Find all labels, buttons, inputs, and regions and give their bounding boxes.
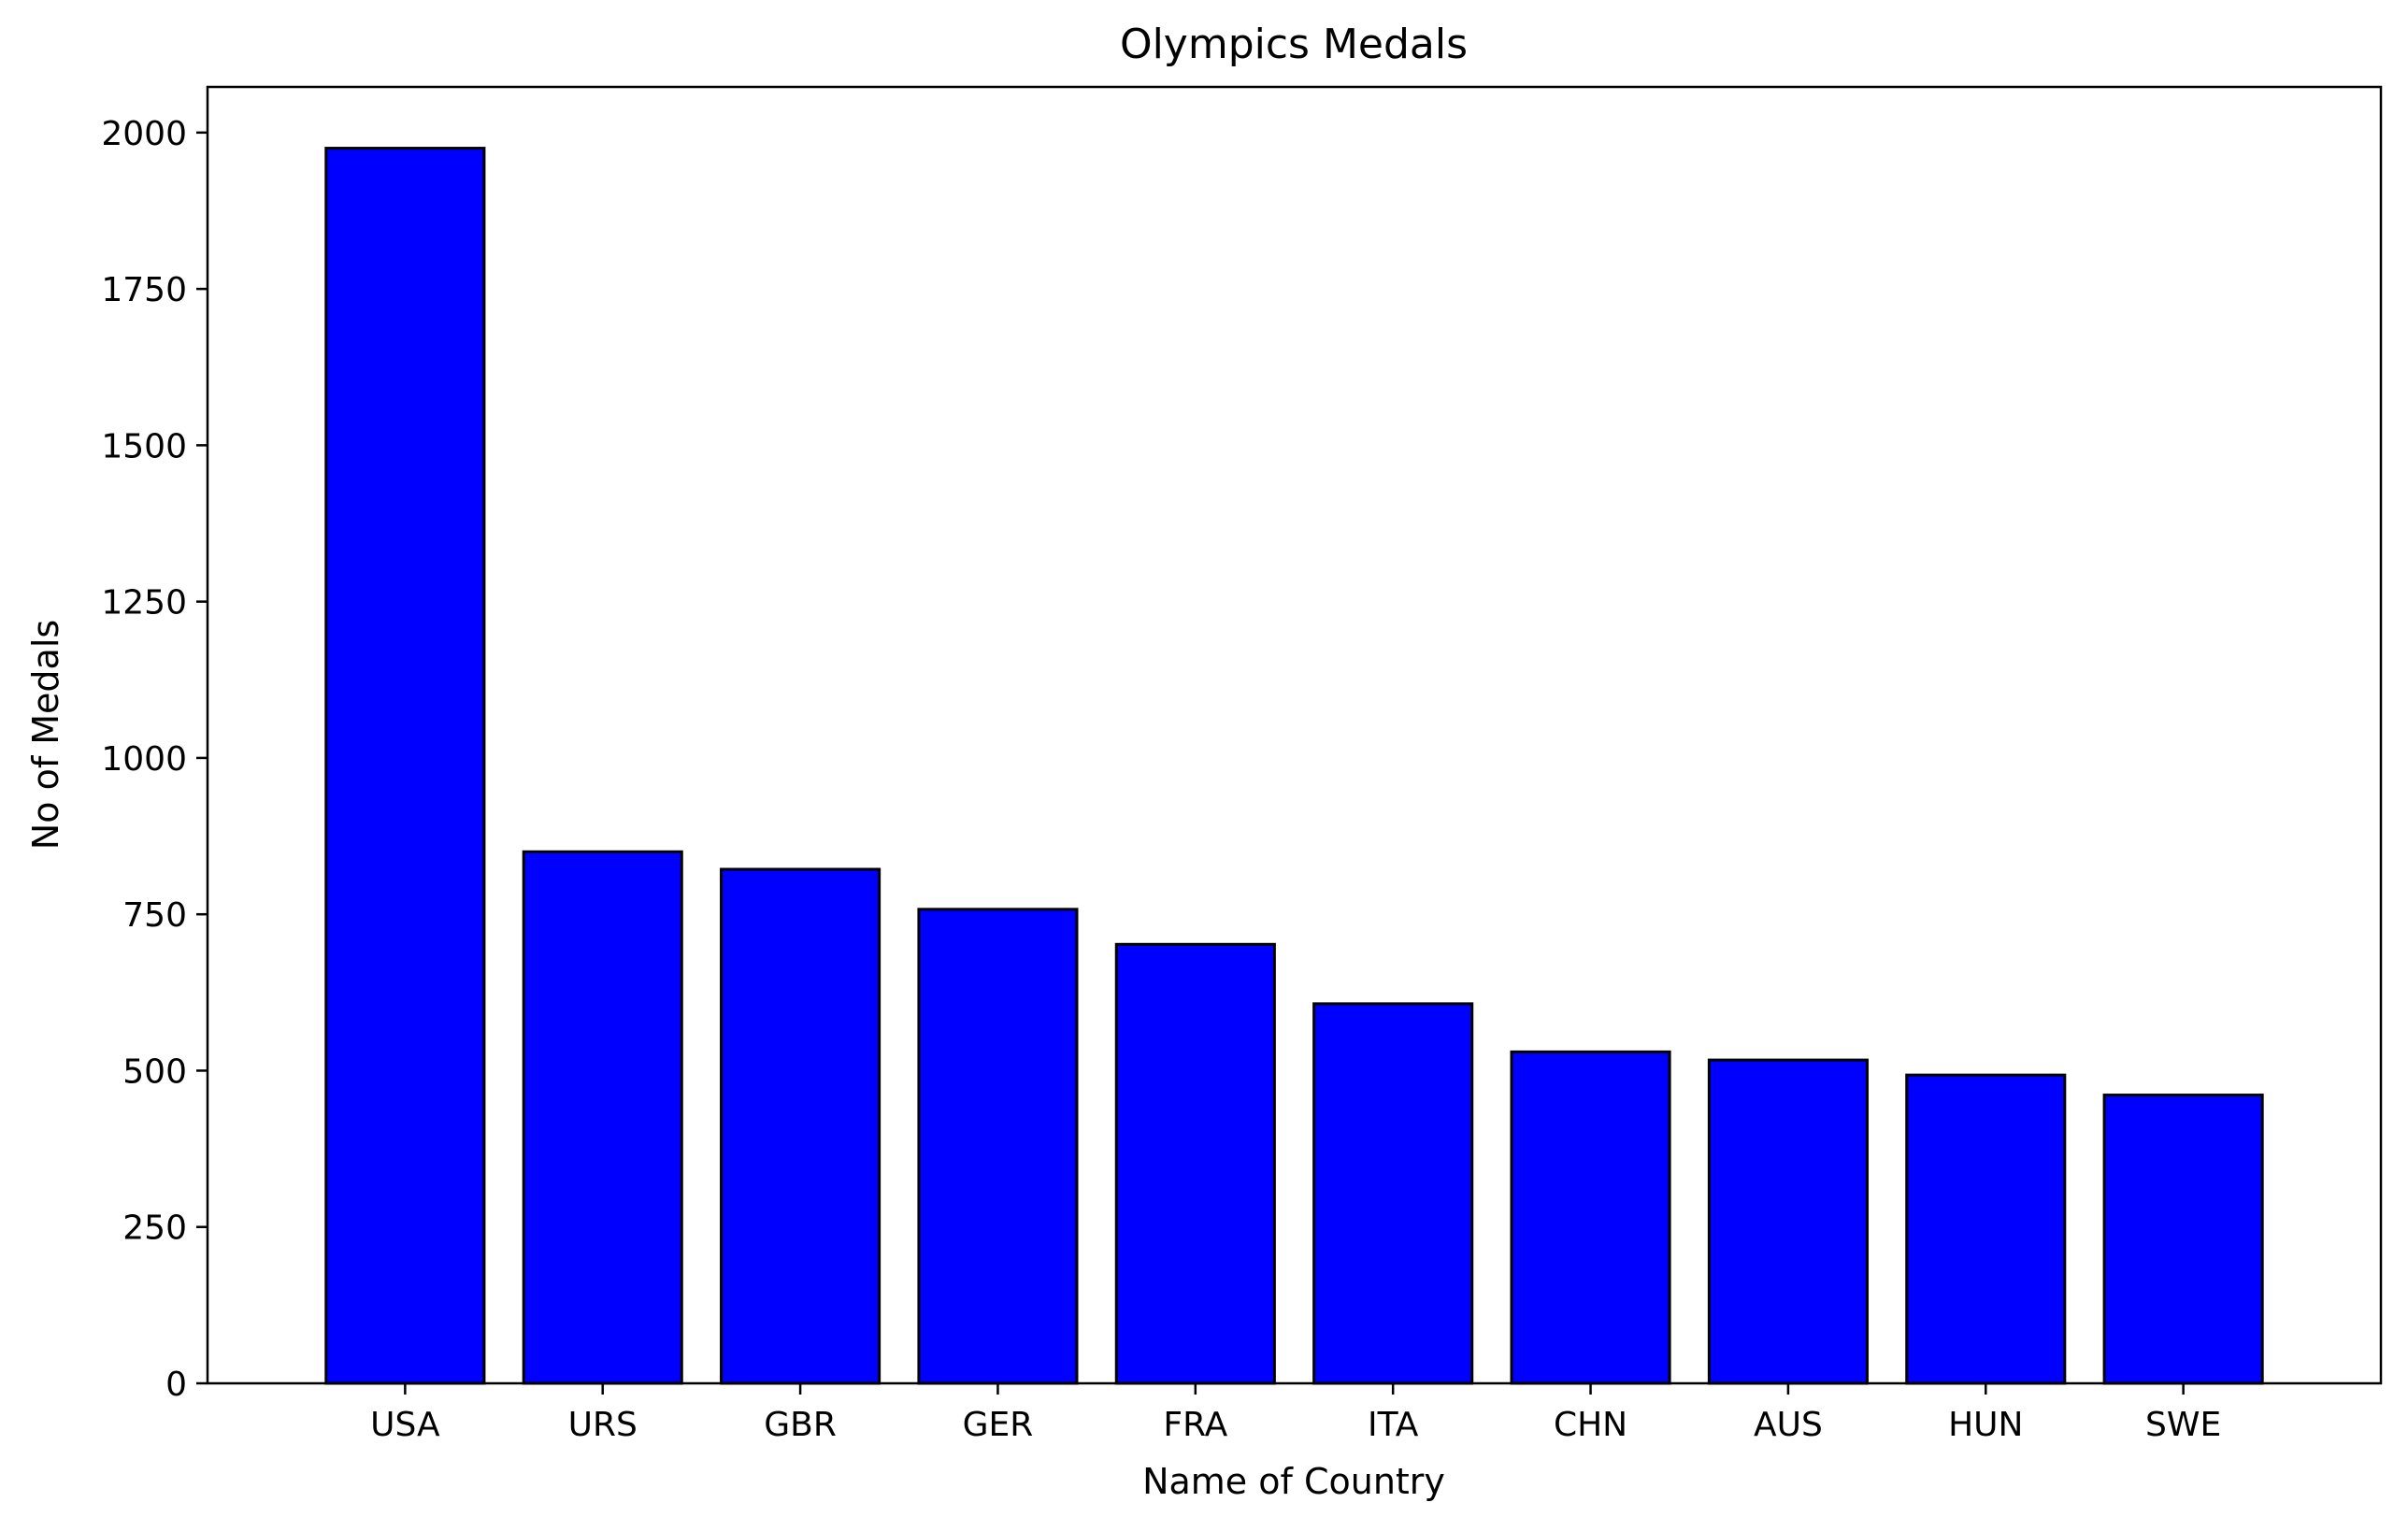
plot-area	[324, 147, 2264, 1385]
y-tick-label: 0	[165, 1366, 187, 1404]
x-tick-label-aus: AUS	[1754, 1406, 1823, 1444]
x-tick-label-ger: GER	[963, 1406, 1034, 1444]
x-axis: USA URS GBR GER FRA ITA CHN AUS HUN SWE	[370, 1383, 2221, 1444]
bar-hun	[1905, 1073, 2067, 1385]
x-tick-label-hun: HUN	[1948, 1406, 2023, 1444]
x-tick-label-urs: URS	[568, 1406, 638, 1444]
bar-fra	[1114, 942, 1276, 1385]
x-tick-label-gbr: GBR	[764, 1406, 837, 1444]
bar-swe	[2102, 1094, 2264, 1385]
bar-usa	[324, 147, 486, 1385]
y-tick-label: 1250	[101, 584, 187, 622]
x-tick-label-ita: ITA	[1368, 1406, 1419, 1444]
bar-urs	[522, 850, 683, 1385]
bar-chn	[1510, 1050, 1671, 1385]
x-tick-label-chn: CHN	[1554, 1406, 1627, 1444]
y-axis-label: No of Medals	[25, 620, 66, 850]
bar-ita	[1312, 1002, 1474, 1385]
x-axis-label: Name of Country	[1142, 1461, 1445, 1502]
y-tick-label: 250	[122, 1209, 187, 1248]
bar-aus	[1707, 1058, 1869, 1385]
chart-title: Olympics Medals	[1120, 21, 1468, 68]
axes-frame	[206, 85, 2383, 1385]
y-tick-label: 2000	[101, 115, 187, 153]
y-tick-label: 750	[122, 896, 187, 935]
y-tick-label: 1000	[101, 740, 187, 779]
y-tick-label: 1750	[101, 271, 187, 309]
y-tick-label: 500	[122, 1052, 187, 1091]
x-tick-label-usa: USA	[370, 1406, 440, 1444]
bar-gbr	[720, 867, 882, 1385]
x-tick-label-fra: FRA	[1163, 1406, 1227, 1444]
y-axis: 0 250 500 750 1000 1250 1500 1750 2000	[101, 115, 208, 1404]
y-tick-label: 1500	[101, 427, 187, 465]
x-tick-label-swe: SWE	[2145, 1406, 2221, 1444]
bar-ger	[917, 908, 1079, 1385]
